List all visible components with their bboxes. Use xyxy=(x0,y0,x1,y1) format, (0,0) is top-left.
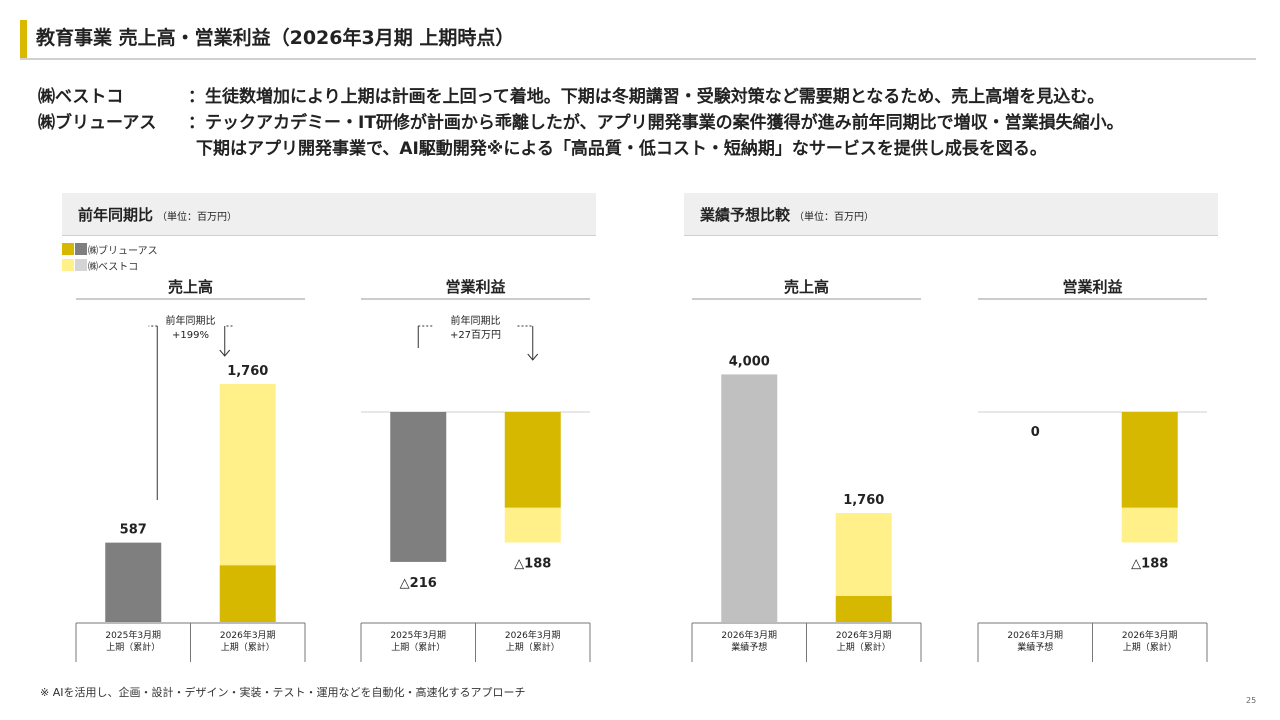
legend-item-bestco: ㈱ベストコ xyxy=(62,257,158,273)
data-label: 4,000 xyxy=(729,354,770,369)
bar-forecast xyxy=(721,374,778,622)
tick-label: 2026年3月期 xyxy=(1007,629,1063,641)
bar-segment-blueus xyxy=(835,596,892,622)
title-accent-bar xyxy=(20,20,27,58)
bar-segment-bestco xyxy=(504,507,561,543)
description-blueus-cont: 下期はアプリ開発事業で、AI駆動開発※による「高品質・低コスト・短納期」なサービ… xyxy=(196,134,1047,159)
description-text: ：テックアカデミー・IT研修が計画から乖離したが、アプリ開発事業の案件獲得が進み… xyxy=(188,113,1124,133)
bar-segment-blueus xyxy=(219,565,276,622)
chart-title: 売上高 xyxy=(168,278,213,296)
chart-title: 営業利益 xyxy=(445,278,505,296)
bar-segment-blueus xyxy=(504,412,561,508)
description-label: ㈱ブリューアス xyxy=(38,113,157,133)
tick-label: 業績予想 xyxy=(1017,641,1053,653)
bar-prior-year xyxy=(105,542,162,622)
tick-label: 2026年3月期 xyxy=(220,629,276,641)
data-label: △188 xyxy=(514,556,551,571)
panel-header-yoy: 前年同期比 （単位：百万円） xyxy=(62,193,596,236)
tick-label: 上期（累計） xyxy=(391,641,445,653)
bar-segment-bestco xyxy=(1121,507,1178,543)
data-label: 1,760 xyxy=(843,493,884,508)
page-number: 25 xyxy=(1246,696,1257,705)
data-label: △188 xyxy=(1131,556,1168,571)
panel-unit: （単位：百万円） xyxy=(794,212,875,223)
annotation-arrow-head xyxy=(527,353,539,361)
title-bar: 教育事業 売上高・営業利益（2026年3月期 上期時点） xyxy=(20,18,1256,60)
description-label: ㈱ベストコ xyxy=(38,87,124,107)
annotation-label: 前年同期比 xyxy=(166,314,216,327)
description-text: 下期はアプリ開発事業で、AI駆動開発※による「高品質・低コスト・短納期」なサービ… xyxy=(196,139,1047,159)
description-text: ：生徒数増加により上期は計画を上回って着地。下期は冬期講習・受験対策など需要期と… xyxy=(188,87,1105,107)
panel-title: 業績予想比較 xyxy=(700,206,791,224)
legend-swatch xyxy=(75,259,87,271)
annotation-arrow-head xyxy=(219,349,231,357)
tick-label: 2026年3月期 xyxy=(836,629,892,641)
tick-label: 業績予想 xyxy=(731,641,767,653)
bar-segment-bestco xyxy=(219,384,276,566)
tick-label: 2025年3月期 xyxy=(105,629,161,641)
tick-label: 上期（累計） xyxy=(837,641,891,653)
bar-prior-year xyxy=(390,412,447,562)
legend-item-blueus: ㈱ブリューアス xyxy=(62,241,158,257)
annotation-value: +199% xyxy=(172,330,209,341)
panel-header-forecast: 業績予想比較 （単位：百万円） xyxy=(684,193,1218,236)
footnote: ※ AIを活用し、企画・設計・デザイン・実装・テスト・運用などを自動化・高速化す… xyxy=(40,686,526,699)
data-label: △216 xyxy=(400,576,437,591)
data-label: 1,760 xyxy=(227,364,268,379)
legend-label: ㈱ベストコ xyxy=(88,261,139,273)
title-underline xyxy=(20,58,1256,60)
description-bestco: ㈱ベストコ ：生徒数増加により上期は計画を上回って着地。下期は冬期講習・受験対策な… xyxy=(38,82,1104,107)
tick-label: 上期（累計） xyxy=(506,641,560,653)
tick-label: 上期（累計） xyxy=(106,641,160,653)
tick-label: 2026年3月期 xyxy=(1122,629,1178,641)
legend-swatch xyxy=(75,243,87,255)
legend-swatch xyxy=(62,243,74,255)
panel-title: 前年同期比 xyxy=(78,206,154,224)
tick-label: 2026年3月期 xyxy=(505,629,561,641)
tick-label: 上期（累計） xyxy=(1123,641,1177,653)
tick-label: 2026年3月期 xyxy=(721,629,777,641)
chart-title: 売上高 xyxy=(784,278,829,296)
panel-unit: （単位：百万円） xyxy=(157,212,238,223)
description-blueus: ㈱ブリューアス ：テックアカデミー・IT研修が計画から乖離したが、アプリ開発事業の… xyxy=(38,108,1124,133)
page-title: 教育事業 売上高・営業利益（2026年3月期 上期時点） xyxy=(36,27,515,49)
bar-segment-blueus xyxy=(1121,412,1178,508)
tick-label: 上期（累計） xyxy=(221,641,275,653)
legend-swatch xyxy=(62,259,74,271)
data-label: 0 xyxy=(1031,425,1040,440)
bar-segment-bestco xyxy=(835,513,892,597)
legend-label: ㈱ブリューアス xyxy=(88,245,158,257)
chart-title: 営業利益 xyxy=(1062,278,1122,296)
annotation-label: 前年同期比 xyxy=(451,314,501,327)
legend: ㈱ブリューアス ㈱ベストコ xyxy=(62,241,158,273)
tick-label: 2025年3月期 xyxy=(390,629,446,641)
annotation-value: +27百万円 xyxy=(450,329,501,341)
data-label: 587 xyxy=(120,523,147,538)
